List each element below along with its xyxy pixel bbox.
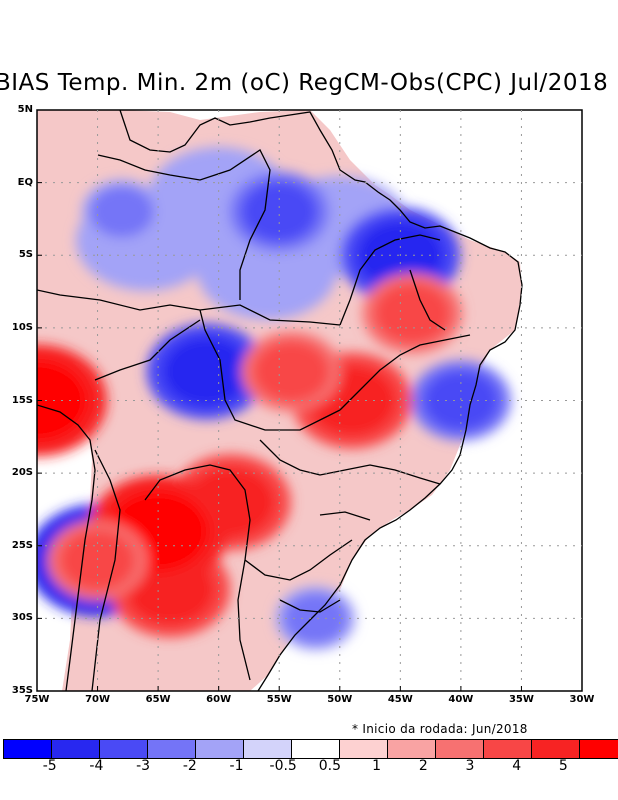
lat-label: 15S <box>11 394 33 406</box>
border-south <box>244 539 353 581</box>
lat-label: 25S <box>11 539 33 551</box>
border-piaui <box>409 269 446 331</box>
border-bolivia <box>94 319 201 381</box>
cold-anomaly <box>162 336 251 407</box>
colorbar-label: -1 <box>229 758 244 774</box>
lon-label: 40W <box>448 694 474 705</box>
colorbar-swatch <box>99 739 148 759</box>
lat-label: 20S <box>11 467 33 479</box>
colorbar-label: -2 <box>182 758 197 774</box>
colorbar-swatch <box>51 739 100 759</box>
lon-label: 65W <box>145 694 171 705</box>
colorbar-swatch <box>531 739 580 759</box>
border-sp <box>319 511 371 521</box>
colorbar-label: -0.5 <box>269 758 297 774</box>
colorbar-swatch <box>147 739 196 759</box>
lat-label: 5S <box>18 249 33 261</box>
colorbar-label: 4 <box>512 758 522 774</box>
border-paraguay <box>144 464 251 681</box>
axis-ticks <box>36 109 583 692</box>
border-north <box>97 149 271 300</box>
lat-label: 35S <box>11 685 33 696</box>
lon-label: 35W <box>508 694 534 705</box>
colorbar <box>3 739 618 759</box>
lat-label: 30S <box>11 612 33 624</box>
colorbar-label: -4 <box>89 758 104 774</box>
anomaly-field <box>37 147 511 651</box>
boundaries <box>37 110 523 691</box>
colorbar-label: 5 <box>558 758 568 774</box>
lon-label: 70W <box>85 694 111 705</box>
colorbar-label: -5 <box>42 758 57 774</box>
colorbar-swatch <box>339 739 388 759</box>
border-rs <box>279 599 341 613</box>
lat-label: EQ <box>17 176 33 188</box>
cold-anomaly <box>241 181 318 243</box>
chart-title: BIAS Temp. Min. 2m (oC) RegCM-Obs(CPC) J… <box>0 70 609 96</box>
gridlines <box>37 110 582 691</box>
lon-label: 50W <box>327 694 353 705</box>
run-note: * Inicio da rodada: Jun/2018 <box>352 722 528 736</box>
border-southeast <box>259 439 441 485</box>
border-mt <box>199 309 341 431</box>
border-andes <box>91 449 121 691</box>
lon-label: 60W <box>206 694 232 705</box>
colorbar-label: 0.5 <box>318 758 342 774</box>
colorbar-swatch <box>435 739 484 759</box>
lon-label: 55W <box>266 694 292 705</box>
colorbar-swatch <box>579 739 618 759</box>
coastline <box>119 110 523 691</box>
lat-label: 10S <box>11 321 33 333</box>
border-bahia <box>339 334 471 411</box>
colorbar-swatch <box>483 739 532 759</box>
lon-label: 75W <box>24 694 50 705</box>
warm-anomaly <box>253 341 330 402</box>
colorbar-swatch <box>243 739 292 759</box>
colorbar-label: 1 <box>372 758 382 774</box>
colorbar-label: -3 <box>136 758 151 774</box>
lat-label: 5N <box>17 104 33 115</box>
border-ne <box>339 234 441 326</box>
colorbar-swatch <box>387 739 436 759</box>
cold-anomaly <box>422 370 499 431</box>
colorbar-label: 2 <box>418 758 428 774</box>
warm-anomaly <box>374 282 451 344</box>
pacific-coast <box>37 404 96 691</box>
lon-label: 45W <box>387 694 413 705</box>
colorbar-label: 3 <box>465 758 475 774</box>
border-amazon <box>37 289 341 326</box>
colorbar-swatch <box>291 739 340 759</box>
colorbar-swatch <box>195 739 244 759</box>
colorbar-swatch <box>3 739 52 759</box>
lon-label: 30W <box>569 694 595 705</box>
cold-anomaly <box>89 186 154 238</box>
warm-anomaly <box>59 529 136 591</box>
